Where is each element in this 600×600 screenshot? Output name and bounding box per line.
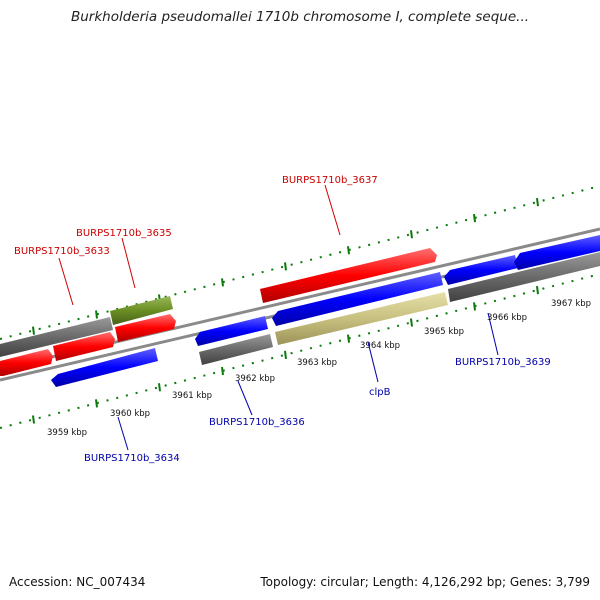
gene-feature-blue[interactable]: [444, 255, 518, 285]
gene-label-3633[interactable]: BURPS1710b_3633: [14, 246, 110, 257]
major-tick: [284, 350, 287, 359]
gene-feature-red-3637[interactable]: [260, 248, 437, 303]
gene-feature-gray[interactable]: [448, 252, 600, 302]
gene-feature-khaki-clpB[interactable]: [275, 292, 448, 345]
major-tick: [347, 246, 350, 255]
gene-feature-gray-3636[interactable]: [199, 334, 273, 365]
ruler-label: 3959 kbp: [47, 428, 87, 438]
gene-feature-blue[interactable]: [514, 235, 600, 270]
ruler-label: 3966 kbp: [487, 313, 527, 323]
gene-features: [0, 235, 600, 387]
major-tick: [221, 278, 224, 287]
ruler-label: 3961 kbp: [172, 391, 212, 401]
major-tick: [284, 262, 287, 271]
major-tick: [95, 399, 98, 408]
major-tick: [536, 197, 539, 207]
major-tick: [410, 318, 413, 327]
gene-feature-olive-3635[interactable]: [110, 296, 173, 325]
ruler-label: 3960 kbp: [110, 409, 150, 419]
gene-label-3634[interactable]: BURPS1710b_3634: [84, 453, 180, 464]
gene-label-3635[interactable]: BURPS1710b_3635: [76, 228, 172, 239]
gene-label-3636[interactable]: BURPS1710b_3636: [209, 417, 305, 428]
topology-summary: Topology: circular; Length: 4,126,292 bp…: [260, 575, 590, 589]
major-tick: [158, 383, 161, 392]
gene-feature-gray[interactable]: [0, 317, 113, 357]
major-tick: [221, 366, 224, 376]
gene-label-clpB[interactable]: clpB: [369, 387, 391, 398]
ruler-label: 3965 kbp: [424, 327, 464, 337]
gene-label-3639[interactable]: BURPS1710b_3639: [455, 357, 551, 368]
ruler-label: 3967 kbp: [551, 299, 591, 309]
major-tick: [410, 230, 413, 239]
gene-feature-blue[interactable]: [272, 272, 443, 326]
major-tick: [32, 415, 35, 424]
gene-label-3637[interactable]: BURPS1710b_3637: [282, 175, 378, 186]
map-title: Burkholderia pseudomallei 1710b chromoso…: [70, 9, 530, 25]
major-tick: [32, 326, 35, 335]
major-tick: [473, 214, 476, 223]
gene-feature-red[interactable]: [115, 314, 176, 342]
major-tick: [347, 334, 350, 343]
ruler-label: 3962 kbp: [235, 374, 275, 384]
ruler-labels: 3959 kbp 3960 kbp 3961 kbp 3962 kbp 3963…: [47, 299, 591, 438]
major-tick: [473, 302, 476, 311]
gene-feature-blue[interactable]: [195, 316, 268, 346]
major-tick: [536, 286, 539, 295]
ruler-label: 3964 kbp: [360, 341, 400, 351]
ruler-label: 3963 kbp: [297, 358, 337, 368]
major-tick: [95, 310, 98, 319]
gene-feature-red[interactable]: [0, 349, 53, 376]
gene-feature-red[interactable]: [53, 332, 115, 361]
label-leaders: [58, 184, 499, 451]
gene-labels: BURPS1710b_3633 BURPS1710b_3635 BURPS171…: [14, 175, 551, 464]
gene-feature-blue-3634[interactable]: [51, 348, 158, 387]
accession-text: Accession: NC_007434: [9, 575, 146, 589]
major-ticks: [32, 197, 539, 424]
